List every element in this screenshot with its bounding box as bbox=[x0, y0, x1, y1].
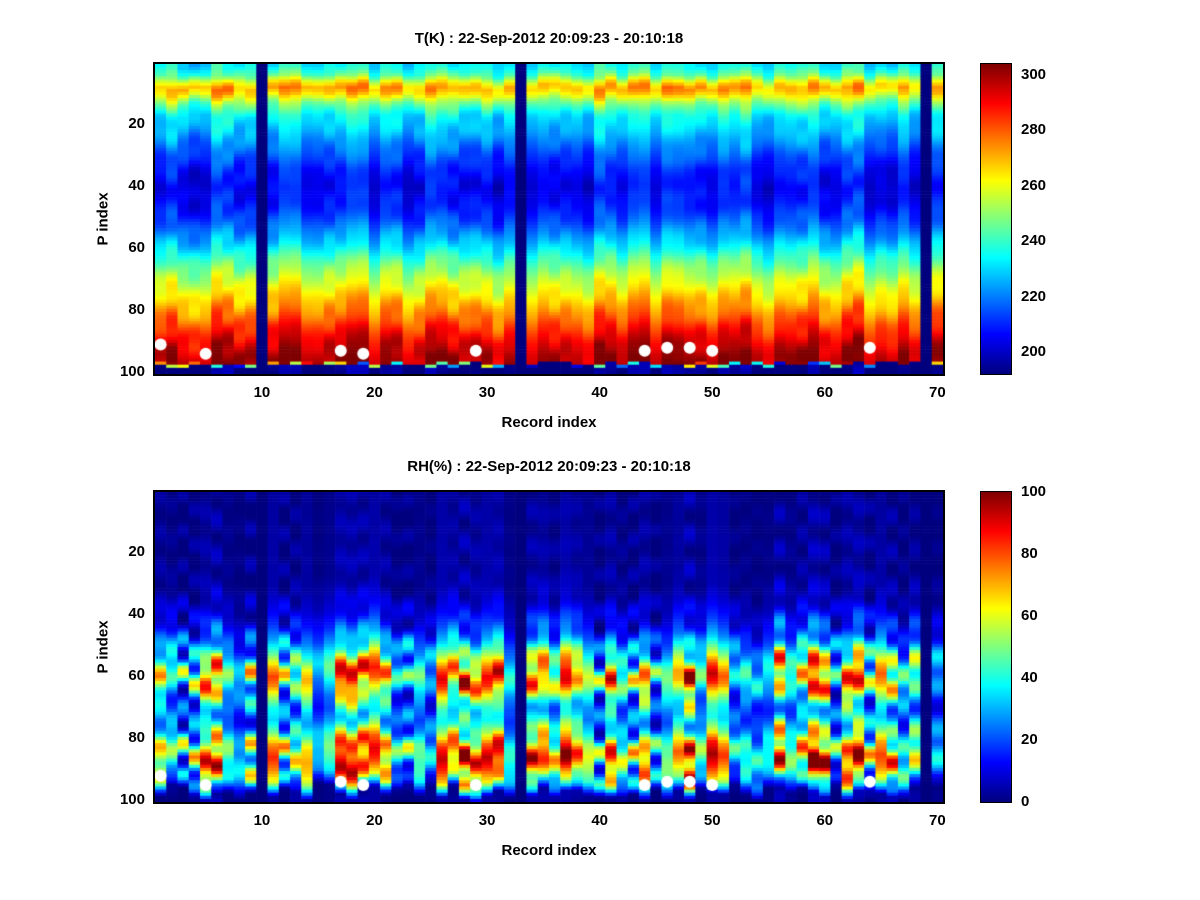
temperature-x-axis-label: Record index bbox=[501, 414, 597, 431]
y-tick-label: 40 bbox=[128, 177, 145, 195]
x-tick-label: 20 bbox=[366, 384, 383, 401]
colorbar-tick-label: 220 bbox=[1021, 287, 1047, 305]
humidity-heatmap-canvas bbox=[153, 490, 945, 804]
colorbar-tick-label: 240 bbox=[1021, 232, 1047, 250]
colorbar-tick-label: 0 bbox=[1021, 793, 1030, 810]
x-tick-label: 40 bbox=[591, 812, 608, 829]
colorbar-tick-label: 100 bbox=[1021, 483, 1047, 500]
colorbar-tick-label: 260 bbox=[1021, 176, 1047, 194]
humidity-x-axis-label: Record index bbox=[501, 842, 597, 859]
x-tick-label: 30 bbox=[478, 384, 496, 401]
x-tick-label: 60 bbox=[816, 812, 834, 829]
x-tick-label: 10 bbox=[253, 384, 271, 401]
x-tick-label: 70 bbox=[929, 384, 946, 401]
y-tick-label: 100 bbox=[119, 363, 145, 381]
x-tick-label: 10 bbox=[253, 812, 271, 829]
temperature-heatmap-canvas bbox=[153, 62, 945, 376]
y-tick-label: 80 bbox=[128, 301, 145, 319]
x-tick-label: 60 bbox=[816, 384, 834, 401]
y-tick-label: 60 bbox=[128, 239, 145, 257]
x-tick-label: 20 bbox=[366, 812, 383, 829]
colorbar-tick-label: 80 bbox=[1021, 545, 1038, 562]
humidity-y-axis-label: P index bbox=[94, 620, 112, 674]
colorbar-tick-label: 200 bbox=[1021, 342, 1047, 360]
colorbar-tick-label: 60 bbox=[1021, 607, 1038, 624]
x-tick-label: 70 bbox=[929, 812, 946, 829]
x-tick-label: 30 bbox=[478, 812, 496, 829]
temperature-colorbar-canvas bbox=[980, 63, 1012, 375]
humidity-colorbar-canvas bbox=[980, 491, 1012, 803]
colorbar-tick-label: 280 bbox=[1021, 121, 1047, 139]
y-tick-label: 40 bbox=[128, 605, 145, 623]
y-tick-label: 20 bbox=[128, 115, 145, 133]
x-tick-label: 50 bbox=[703, 384, 721, 401]
temperature-panel-title: T(K) : 22-Sep-2012 20:09:23 - 20:10:18 bbox=[414, 30, 684, 47]
y-tick-label: 100 bbox=[119, 791, 145, 809]
colorbar-tick-label: 20 bbox=[1021, 731, 1038, 748]
humidity-panel-title: RH(%) : 22-Sep-2012 20:09:23 - 20:10:18 bbox=[407, 458, 691, 475]
y-tick-label: 60 bbox=[128, 667, 145, 685]
x-tick-label: 50 bbox=[703, 812, 721, 829]
temperature-y-axis-label: P index bbox=[94, 192, 112, 246]
colorbar-tick-label: 40 bbox=[1021, 669, 1038, 686]
x-tick-label: 40 bbox=[591, 384, 608, 401]
colorbar-tick-label: 300 bbox=[1021, 66, 1047, 84]
y-tick-label: 80 bbox=[128, 729, 145, 747]
y-tick-label: 20 bbox=[128, 543, 145, 561]
